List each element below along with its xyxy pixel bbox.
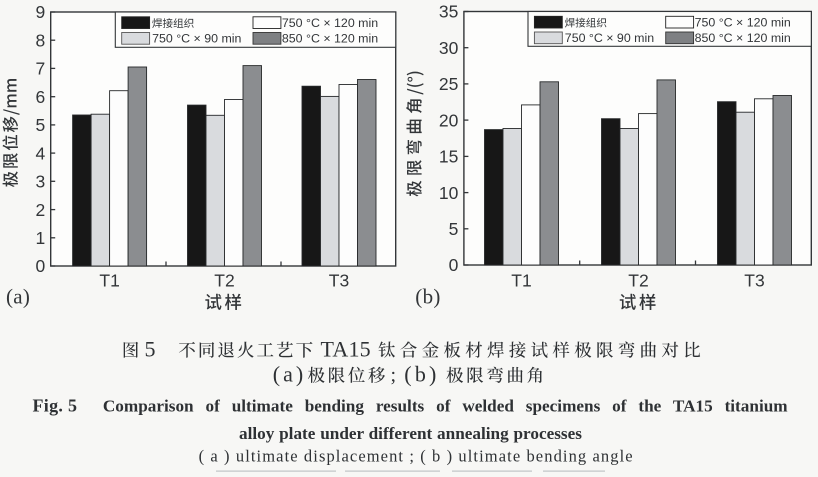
svg-text:0: 0	[449, 255, 459, 275]
svg-text:5: 5	[145, 337, 156, 362]
svg-text:8: 8	[35, 30, 45, 50]
svg-text:10: 10	[439, 183, 459, 203]
svg-text:T3: T3	[329, 271, 349, 291]
svg-text:Fig. 5: Fig. 5	[33, 395, 78, 415]
svg-text:T2: T2	[628, 271, 648, 291]
svg-text:(a): (a)	[6, 285, 30, 309]
svg-text:5: 5	[35, 115, 45, 135]
svg-text:0: 0	[35, 256, 45, 276]
svg-text:3: 3	[35, 172, 45, 192]
svg-text:750 °C × 120 min: 750 °C × 120 min	[695, 16, 791, 30]
svg-text:20: 20	[439, 110, 459, 130]
svg-text:15: 15	[439, 147, 458, 167]
svg-text:Comparison of ultimate bending: Comparison of ultimate bending results o…	[103, 396, 788, 415]
svg-text:1: 1	[35, 228, 45, 248]
svg-text:T1: T1	[99, 271, 119, 291]
svg-text:25: 25	[439, 74, 458, 94]
svg-text:7: 7	[35, 59, 45, 79]
svg-text:750 °C × 120 min: 750 °C × 120 min	[282, 16, 378, 30]
svg-text:T1: T1	[511, 271, 531, 291]
svg-text:(a): (a)	[273, 362, 306, 387]
svg-text:30: 30	[439, 38, 459, 58]
svg-text:T2: T2	[214, 271, 234, 291]
svg-text:TA15: TA15	[321, 337, 371, 362]
svg-text:5: 5	[449, 219, 459, 239]
svg-text:2: 2	[35, 200, 45, 220]
svg-text:alloy plate under different an: alloy plate under different annealing pr…	[239, 424, 582, 443]
svg-text:750 °C × 90 min: 750 °C × 90 min	[152, 32, 241, 46]
svg-text:(b): (b)	[404, 362, 439, 387]
svg-text:850 °C × 120 min: 850 °C × 120 min	[282, 32, 378, 46]
svg-text:6: 6	[35, 87, 45, 107]
svg-text:35: 35	[439, 2, 458, 22]
svg-text:(b): (b)	[415, 285, 440, 309]
svg-text:750 °C × 90 min: 750 °C × 90 min	[565, 31, 654, 45]
svg-text:9: 9	[35, 2, 45, 22]
svg-text:4: 4	[35, 143, 45, 163]
svg-text:850 °C × 120 min: 850 °C × 120 min	[695, 31, 791, 45]
svg-text:T3: T3	[744, 271, 764, 291]
svg-text:;: ;	[391, 365, 397, 387]
svg-text:( a ) ultimate displacement ;: ( a ) ultimate displacement ; ( b ) ulti…	[199, 446, 633, 465]
